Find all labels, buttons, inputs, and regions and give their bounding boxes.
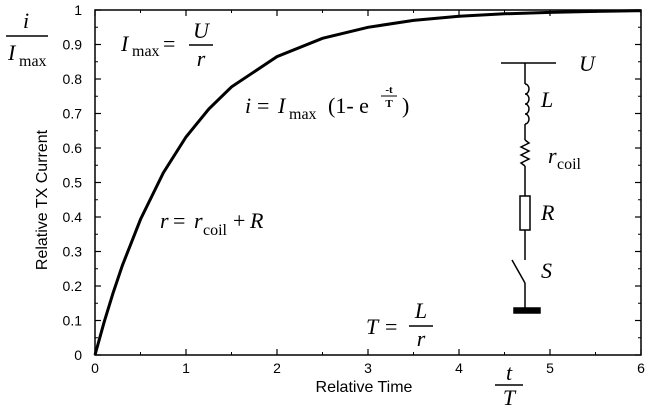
svg-text:): ) xyxy=(402,93,409,118)
svg-text:L: L xyxy=(414,298,427,323)
svg-text:r: r xyxy=(548,143,557,168)
svg-text:max: max xyxy=(19,53,47,70)
svg-text:S: S xyxy=(541,258,552,283)
svg-text:U: U xyxy=(579,51,597,76)
svg-text:r: r xyxy=(417,326,426,351)
y-tick-label: 0.2 xyxy=(63,278,83,294)
current-equation: i = I max (1- e -t T ) xyxy=(245,84,409,123)
svg-text:=: = xyxy=(385,314,397,339)
svg-text:R: R xyxy=(249,208,264,233)
y-tick-label: 0.4 xyxy=(63,209,83,225)
resistance-equation: r = r coil + R xyxy=(160,208,264,239)
svg-text:I: I xyxy=(120,31,130,56)
coil-resistance-zigzag xyxy=(519,139,531,167)
svg-text:R: R xyxy=(540,200,555,225)
y-tick-label: 0.1 xyxy=(63,313,83,329)
svg-text:I: I xyxy=(277,93,287,118)
svg-text:=: = xyxy=(257,93,269,118)
svg-text:i: i xyxy=(245,93,251,118)
x-tick-label: 4 xyxy=(455,360,463,376)
y-tick-label: 0.3 xyxy=(63,244,83,260)
time-constant-equation: T = L r xyxy=(366,298,433,351)
svg-text:I: I xyxy=(7,40,17,65)
svg-text:L: L xyxy=(540,87,553,112)
x-axis-fraction: t T xyxy=(495,360,523,409)
svg-text:coil: coil xyxy=(203,222,228,239)
svg-text:max: max xyxy=(289,106,317,123)
series-line xyxy=(93,9,642,356)
circuit-schematic xyxy=(501,62,556,314)
x-tick-label: 1 xyxy=(182,360,190,376)
svg-text:max: max xyxy=(132,43,160,60)
x-axis-label: Relative Time xyxy=(316,379,413,396)
x-tick-label: 0 xyxy=(91,360,99,376)
y-tick-label: 0.6 xyxy=(63,140,83,156)
svg-text:(1- e: (1- e xyxy=(328,93,369,118)
svg-text:r: r xyxy=(194,208,203,233)
tick-labels: 0 1 2 3 4 5 6 0 0.1 0.2 0.3 0.4 0.5 0.6 0.7 0.8 0.9 1 xyxy=(63,2,646,376)
svg-text:coil: coil xyxy=(557,156,582,173)
svg-text:t: t xyxy=(506,360,513,385)
x-tick-label: 2 xyxy=(273,360,281,376)
switch xyxy=(511,259,526,284)
y-tick-label: 0 xyxy=(74,347,82,363)
y-tick-label: 0.8 xyxy=(63,71,83,87)
svg-text:+: + xyxy=(233,208,245,233)
y-axis-label: Relative TX Current xyxy=(34,129,51,270)
svg-text:-t: -t xyxy=(385,84,393,96)
svg-text:i: i xyxy=(23,8,29,33)
y-tick-label: 0.5 xyxy=(63,175,83,191)
svg-text:T: T xyxy=(503,385,517,409)
y-tick-label: 1 xyxy=(74,2,82,18)
imax-equation: I max = U r xyxy=(120,18,213,71)
svg-text:U: U xyxy=(193,18,211,43)
circuit-labels: U L r coil R S xyxy=(540,51,597,283)
plot-frame xyxy=(94,9,642,356)
svg-text:=: = xyxy=(163,31,175,56)
inductor-coil xyxy=(524,83,530,125)
resistor xyxy=(519,195,531,231)
y-tick-label: 0.7 xyxy=(63,106,83,122)
x-tick-label: 6 xyxy=(637,360,645,376)
svg-text:r: r xyxy=(197,46,206,71)
y-tick-label: 0.9 xyxy=(63,37,83,53)
x-tick-label: 3 xyxy=(364,360,372,376)
x-tick-label: 5 xyxy=(546,360,554,376)
ground-bar xyxy=(513,307,541,314)
svg-text:T: T xyxy=(366,314,380,339)
svg-text:r: r xyxy=(160,208,169,233)
svg-text:=: = xyxy=(173,208,185,233)
svg-text:T: T xyxy=(385,98,393,110)
axes xyxy=(94,9,642,356)
y-axis-fraction: i I max xyxy=(6,8,48,70)
